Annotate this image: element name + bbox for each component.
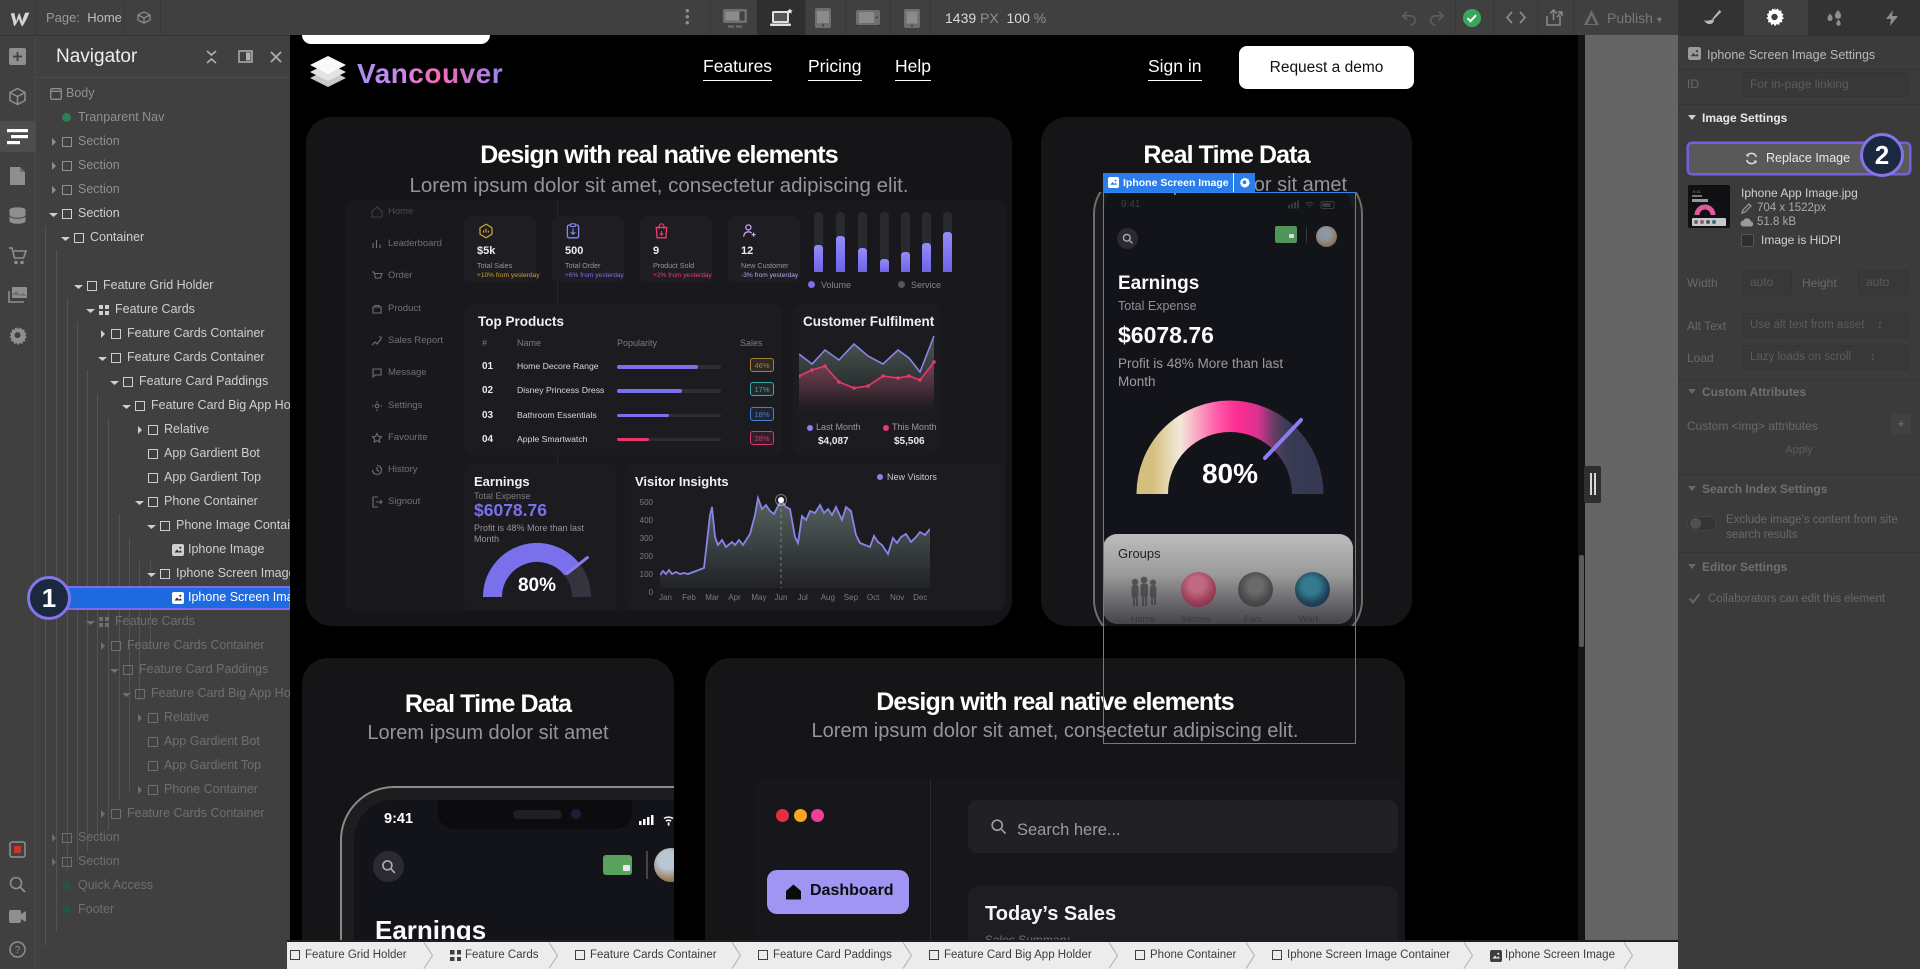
svg-text:80%: 80%	[1202, 458, 1258, 489]
svg-text:?: ?	[15, 945, 21, 956]
svg-text:80%: 80%	[518, 575, 556, 596]
